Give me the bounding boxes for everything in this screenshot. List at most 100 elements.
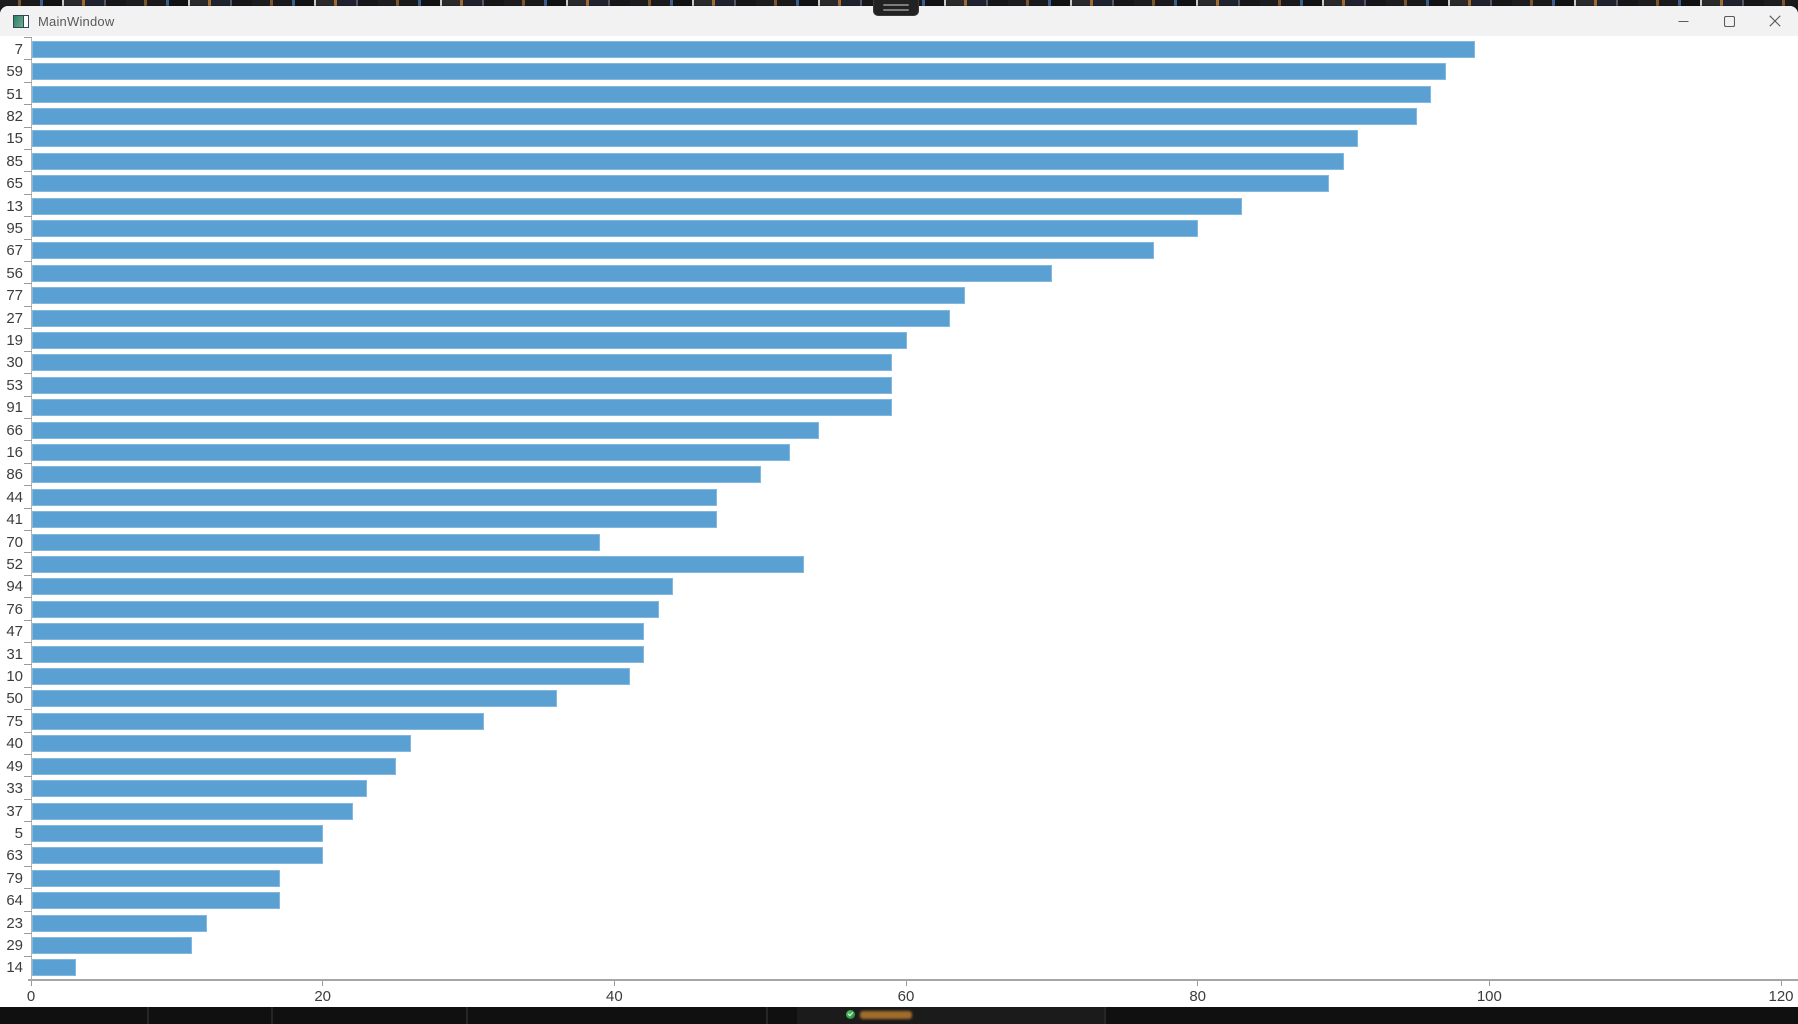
bar [32,219,1198,237]
y-tick-label: 37 [6,802,23,820]
bar [32,735,411,753]
minimize-button[interactable] [1660,6,1706,36]
y-tick-label: 15 [6,130,23,148]
chart-row: 64 [6,888,1781,911]
bar [32,824,324,842]
taskbar-seam [766,1007,768,1024]
bar [32,802,353,820]
taskbar-strip [0,1007,1798,1024]
y-tick-label: 49 [6,757,23,775]
bar [32,623,645,641]
bar [32,85,1432,103]
bar [32,331,907,349]
bar [32,556,805,574]
bar [32,399,892,417]
y-tick-label: 40 [6,735,23,753]
x-tick-label: 80 [1189,988,1206,1005]
y-tick-label: 13 [6,197,23,215]
taskbar-seam [147,1007,149,1024]
bar [32,690,557,708]
chart-row: 76 [6,597,1781,620]
status-dot-icon [846,1010,855,1019]
y-tick-label: 56 [6,264,23,282]
y-tick-label: 41 [6,511,23,529]
maximize-icon [1723,15,1735,27]
y-tick-label: 70 [6,533,23,551]
bar [32,421,820,439]
y-tick-label: 52 [6,556,23,574]
y-tick-label: 50 [6,690,23,708]
close-button[interactable] [1752,6,1798,36]
chart-row: 79 [6,866,1781,889]
bar [32,712,484,730]
chart-row: 37 [6,798,1781,822]
y-tick-label: 29 [6,936,23,954]
chart-row: 70 [6,529,1781,553]
y-tick-label: 75 [6,712,23,730]
bar [32,511,718,529]
close-icon [1769,15,1781,27]
y-tick-label: 7 [14,40,23,58]
bar [32,376,892,394]
y-tick-label: 79 [6,869,23,887]
y-tick-label: 82 [6,107,23,125]
chart-row: 63 [6,843,1781,867]
bar [32,40,1475,58]
taskbar-seam [466,1007,468,1024]
chart-row: 13 [6,193,1781,217]
maximize-button[interactable] [1706,6,1752,36]
chart-row: 31 [6,641,1781,665]
taskbar-panel [797,1007,1104,1024]
x-tick-label: 100 [1476,988,1502,1005]
bar-chart: 7 59 51 82 15 85 65 13 95 67 56 77 27 19 30 53 91 66 16 86 4… [0,36,1798,1007]
x-tick-label: 60 [897,988,915,1005]
chart-row: 51 [6,81,1781,105]
chart-row: 65 [6,171,1781,194]
window-icon [13,14,29,28]
window-controls [1660,6,1798,36]
y-tick-label: 63 [6,847,23,865]
y-tick-label: 14 [6,959,23,977]
chart-row: 29 [6,933,1781,956]
y-tick-label: 51 [6,85,23,103]
x-axis-line [28,979,1798,981]
chart-row: 47 [6,619,1781,643]
chart-row: 49 [6,753,1781,777]
chart-row: 85 [6,149,1781,172]
snap-layout-handle[interactable] [873,0,919,16]
chart-row: 23 [6,910,1781,934]
main-window: MainWindow [0,6,1798,1024]
y-tick-label: 91 [6,399,23,417]
x-tick-label: 40 [605,988,623,1005]
x-axis: 0 20 40 60 80 100 120 [27,981,1794,1007]
bar [32,533,601,551]
y-tick-label: 27 [6,309,23,327]
y-tick-label: 65 [6,175,23,193]
chart-row: 14 [6,955,1781,979]
plot-area: 7 59 51 82 15 85 65 13 95 67 56 77 27 19 30 53 91 66 16 86 4… [6,36,1781,979]
chart-row: 44 [6,485,1781,508]
chart-row: 7 [15,36,1781,60]
y-tick-label: 64 [6,892,23,910]
bar [32,959,76,977]
y-tick-label: 44 [6,488,23,506]
y-tick-label: 85 [6,152,23,170]
bar [32,600,659,618]
chart-row: 33 [6,776,1781,799]
chart-row: 66 [6,417,1781,441]
bar [32,578,674,596]
y-tick-label: 23 [6,914,23,932]
y-tick-label: 53 [6,376,23,394]
chart-row: 15 [6,126,1781,150]
bar [32,354,892,372]
y-tick-label: 59 [6,63,23,81]
y-tick-label: 30 [6,354,23,372]
y-tick-label: 5 [14,824,23,842]
y-tick-label: 10 [6,668,23,686]
taskbar-seam [271,1007,273,1024]
chart-row: 40 [6,731,1781,755]
bar [32,668,630,686]
y-tick-label: 66 [6,421,23,439]
y-tick-label: 86 [6,466,23,484]
